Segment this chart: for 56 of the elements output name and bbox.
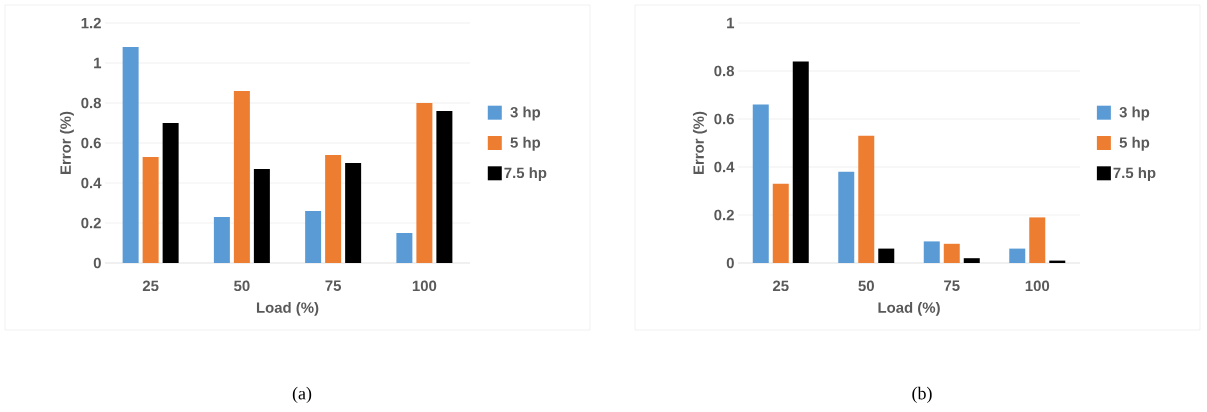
bar (1029, 217, 1046, 263)
bar (416, 103, 433, 263)
legend-label: 3 hp (510, 106, 541, 121)
bar (396, 233, 413, 263)
y-tick-label: 0 (726, 257, 734, 269)
y-tick-label: 0 (93, 257, 101, 269)
x-tick-label: 100 (412, 280, 437, 292)
x-tick-label: 25 (142, 280, 159, 292)
bar (1009, 248, 1026, 263)
bar (436, 111, 453, 263)
bar (233, 91, 250, 263)
bar (253, 169, 270, 263)
y-tick-label: 0.8 (81, 97, 102, 109)
x-tick-label: 25 (772, 280, 789, 292)
x-axis-title: Load (%) (256, 301, 319, 316)
bar (772, 183, 789, 263)
y-tick-label: 1.2 (81, 17, 101, 29)
y-tick-label: 0.6 (714, 113, 734, 125)
bar (963, 258, 980, 263)
text: (a) (292, 386, 312, 404)
y-tick-label: 0.8 (714, 65, 735, 77)
x-tick-label: 50 (234, 280, 250, 292)
bar (752, 104, 769, 263)
x-tick-label: 100 (1025, 280, 1050, 292)
y-axis-title: Error (%) (692, 111, 707, 174)
legend-label: 3 hp (1119, 106, 1150, 121)
bar (878, 248, 895, 263)
bar (325, 155, 342, 263)
bar (142, 157, 159, 263)
bar (305, 211, 322, 263)
x-axis-title: Load (%) (878, 301, 940, 316)
text: (b) (912, 386, 932, 404)
bar (858, 135, 875, 263)
bar (943, 243, 960, 263)
y-tick-label: 0.4 (81, 177, 102, 189)
y-tick-label: 0.6 (81, 137, 101, 149)
y-tick-label: 0.4 (714, 161, 735, 173)
bar (162, 123, 179, 263)
y-axis-title: Error (%) (59, 111, 74, 174)
bar (792, 61, 809, 263)
bar (838, 171, 855, 263)
x-tick-label: 75 (944, 280, 960, 291)
legend-label: 5 hp (510, 136, 541, 151)
y-tick-label: 0.2 (81, 217, 101, 229)
legend-label: 7.5 hp (1113, 167, 1156, 182)
bar (345, 163, 362, 263)
y-tick-label: 0.2 (714, 209, 734, 221)
bar (923, 241, 940, 263)
y-tick-label: 1 (727, 17, 735, 29)
bar (213, 217, 230, 263)
y-tick-label: 1 (94, 57, 102, 69)
bar (122, 47, 139, 263)
legend-label: 7.5 hp (504, 167, 547, 182)
x-tick-label: 50 (858, 280, 874, 292)
legend-label: 5 hp (1119, 136, 1150, 151)
x-tick-label: 75 (325, 280, 342, 291)
